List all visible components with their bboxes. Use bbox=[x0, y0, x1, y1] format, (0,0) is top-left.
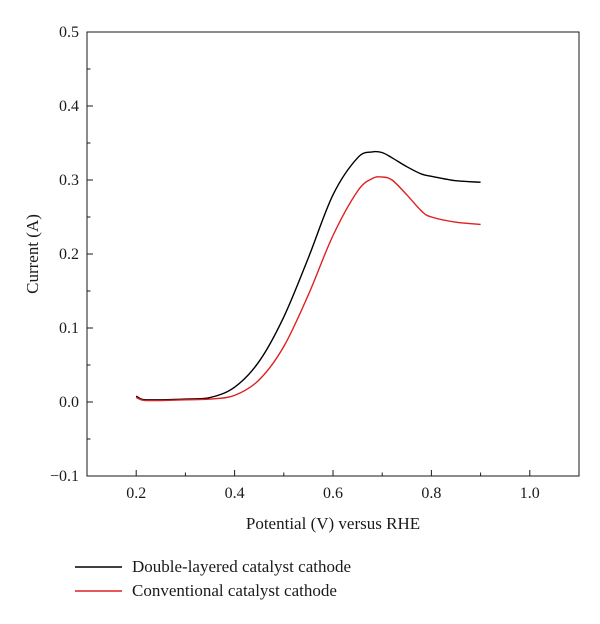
series-layer bbox=[135, 150, 481, 402]
legend-label: Conventional catalyst cathode bbox=[132, 581, 337, 600]
x-axis-ticks: 0.2 0.4 0.6 0.8 1.0 bbox=[126, 470, 540, 502]
y-tick-label: 0.5 bbox=[59, 24, 79, 41]
x-tick-label: 1.0 bbox=[520, 485, 540, 502]
x-tick-label: 0.6 bbox=[323, 485, 343, 502]
x-tick-label: 0.4 bbox=[225, 485, 245, 502]
series-line-1 bbox=[135, 176, 481, 402]
x-tick-label: 0.2 bbox=[126, 485, 146, 502]
legend-label: Double-layered catalyst cathode bbox=[132, 557, 351, 576]
x-axis-title: Potential (V) versus RHE bbox=[246, 514, 420, 533]
legend: Double-layered catalyst cathode Conventio… bbox=[75, 557, 351, 600]
y-axis-title: Current (A) bbox=[23, 214, 42, 294]
y-tick-label: 0.4 bbox=[59, 98, 79, 115]
y-tick-label: 0.1 bbox=[59, 320, 79, 337]
y-tick-label: 0.3 bbox=[59, 172, 79, 189]
y-tick-label: 0.0 bbox=[59, 394, 79, 411]
x-tick-label: 0.8 bbox=[421, 485, 441, 502]
y-tick-label: 0.2 bbox=[59, 246, 79, 263]
plot-frame bbox=[86, 31, 580, 477]
series-line-0 bbox=[135, 150, 481, 401]
y-axis-ticks: −0.1 0.0 0.1 0.2 0.3 0.4 0.5 bbox=[50, 24, 93, 485]
y-tick-label: −0.1 bbox=[50, 468, 79, 485]
